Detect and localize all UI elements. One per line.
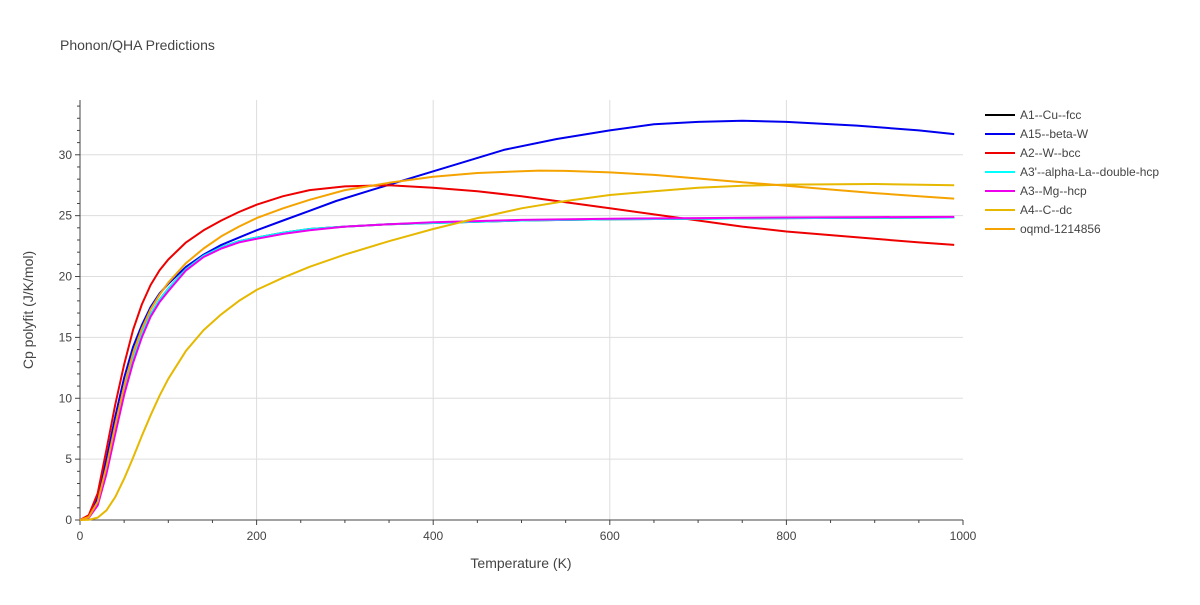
legend-label: A2--W--bcc <box>1020 146 1080 160</box>
series-line-2 <box>79 184 955 521</box>
legend: A1--Cu--fcc A15--beta-W A2--W--bcc A3'--alp… <box>985 108 1159 236</box>
y-tick-label: 5 <box>65 452 72 466</box>
x-axis-label: Temperature (K) <box>470 555 571 571</box>
series-line-5 <box>79 183 955 521</box>
x-tick-label: 200 <box>247 529 267 543</box>
series-line-6 <box>79 169 955 521</box>
grid-layer <box>80 100 963 520</box>
y-tick-label: 10 <box>59 391 73 405</box>
chart-title: Phonon/QHA Predictions <box>60 37 215 53</box>
legend-item[interactable]: A1--Cu--fcc <box>985 108 1081 122</box>
legend-item[interactable]: A2--W--bcc <box>985 146 1080 160</box>
legend-item[interactable]: oqmd-1214856 <box>985 222 1101 236</box>
x-tick-label: 1000 <box>950 529 977 543</box>
y-tick-label: 0 <box>65 513 72 527</box>
y-tick-label: 20 <box>59 270 73 284</box>
axes-layer: 0 200 400 600 800 1000 0 5 10 15 20 25 30 <box>59 100 977 543</box>
series-line-4 <box>79 215 955 521</box>
legend-label: A1--Cu--fcc <box>1020 108 1081 122</box>
y-tick-label: 30 <box>59 148 73 162</box>
legend-label: A3--Mg--hcp <box>1020 184 1087 198</box>
legend-item[interactable]: A4--C--dc <box>985 203 1072 217</box>
y-tick-label: 25 <box>59 209 73 223</box>
legend-label: A4--C--dc <box>1020 203 1072 217</box>
x-tick-label: 0 <box>77 529 84 543</box>
y-axis-label: Cp polyfit (J/K/mol) <box>20 251 36 369</box>
legend-label: A15--beta-W <box>1020 127 1089 141</box>
y-tick-label: 15 <box>59 330 73 344</box>
series-line-1 <box>79 119 955 521</box>
series-layer <box>79 119 955 521</box>
x-tick-label: 400 <box>423 529 443 543</box>
x-tick-label: 600 <box>600 529 620 543</box>
legend-item[interactable]: A3--Mg--hcp <box>985 184 1087 198</box>
legend-item[interactable]: A15--beta-W <box>985 127 1089 141</box>
legend-label: oqmd-1214856 <box>1020 222 1101 236</box>
x-tick-label: 800 <box>776 529 796 543</box>
legend-item[interactable]: A3'--alpha-La--double-hcp <box>985 165 1159 179</box>
legend-label: A3'--alpha-La--double-hcp <box>1020 165 1159 179</box>
